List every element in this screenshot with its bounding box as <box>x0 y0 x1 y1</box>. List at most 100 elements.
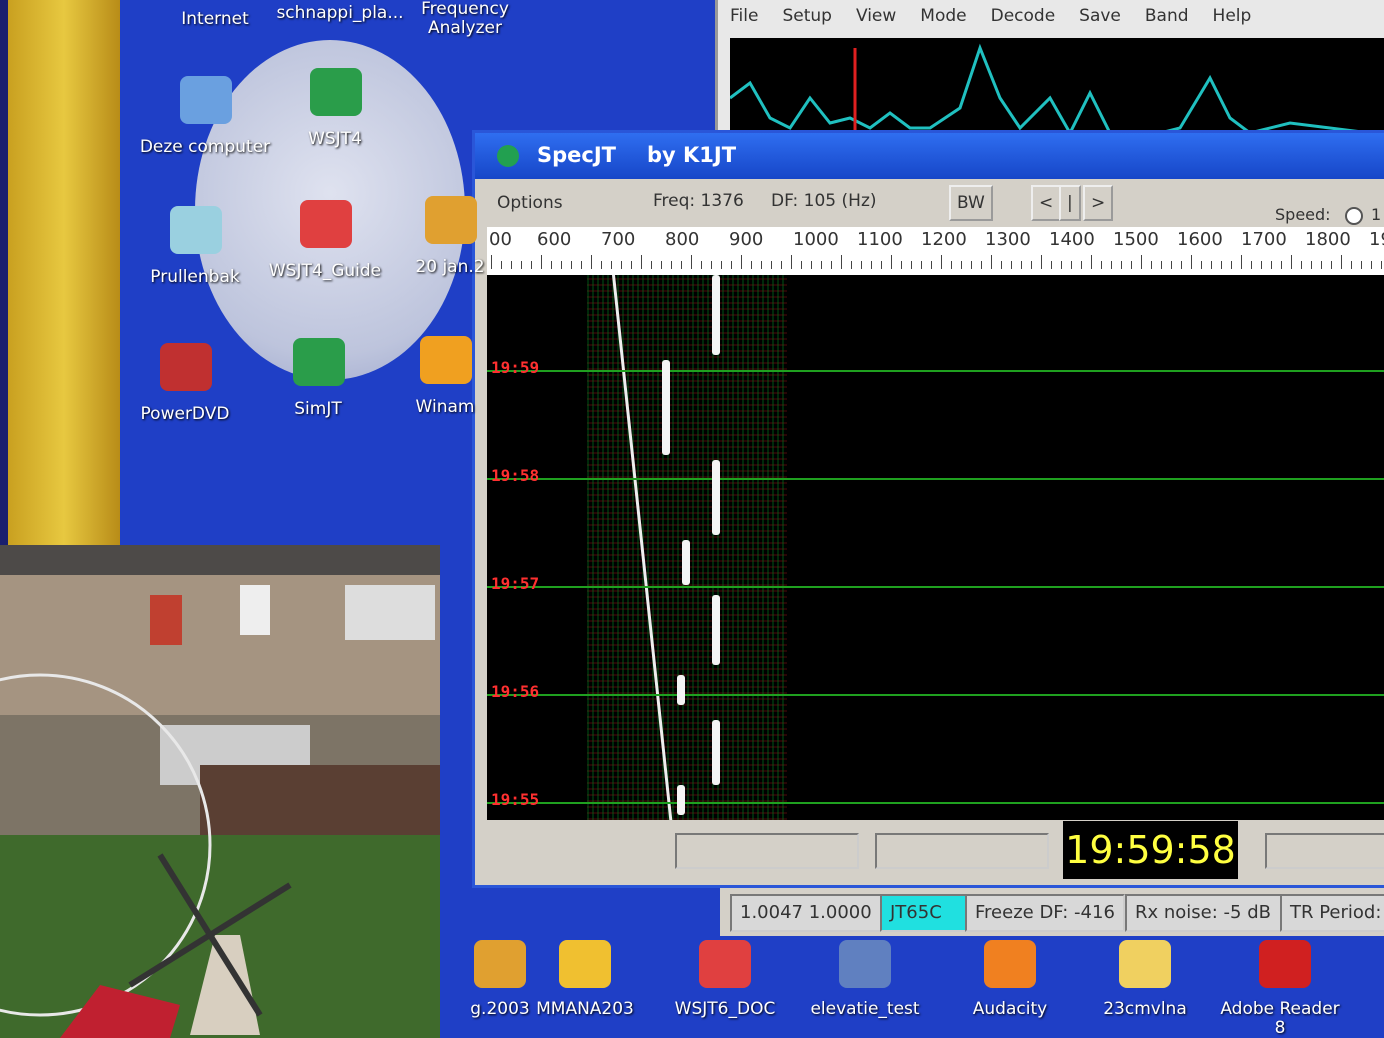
right-button[interactable]: > <box>1083 185 1114 221</box>
scale-tick <box>1091 255 1092 269</box>
desktop-icon-label[interactable]: Winam <box>415 397 475 417</box>
desktop-icon-label[interactable]: Internet <box>181 9 249 29</box>
scale-tick <box>701 261 702 269</box>
speed-label: Speed: <box>1275 205 1331 224</box>
scale-tick <box>941 255 942 269</box>
bw-button[interactable]: BW <box>949 185 993 221</box>
scale-tick <box>871 261 872 269</box>
signal-trace <box>712 595 720 665</box>
freq-label: 1800 <box>1305 229 1351 250</box>
desktop-icon-label[interactable]: WSJT4 <box>308 129 362 149</box>
scale-tick <box>921 261 922 269</box>
time-label: 19:56 <box>491 682 540 701</box>
clock: 19:59:58 <box>1063 821 1238 879</box>
scale-tick <box>601 261 602 269</box>
taskbar-icon-label[interactable]: Audacity <box>972 999 1048 1019</box>
red-roof <box>60 985 180 1038</box>
icon-image <box>1259 940 1311 988</box>
scale-tick <box>1181 261 1182 269</box>
scale-tick <box>1221 261 1222 269</box>
time-line <box>487 370 1384 372</box>
center-button[interactable]: | <box>1059 185 1081 221</box>
scale-tick <box>511 261 512 269</box>
desktop-icon-label[interactable]: WSJT4_Guide <box>268 261 382 281</box>
slider[interactable] <box>675 833 859 869</box>
time-line <box>487 586 1384 588</box>
speed-radio[interactable] <box>1345 207 1363 225</box>
taskbar-icon-label[interactable]: MMANA203 <box>536 999 634 1019</box>
desktop-icon-label[interactable]: Deze computer <box>139 137 271 157</box>
icon-image <box>1119 940 1171 988</box>
icon-image <box>180 76 232 124</box>
icon-image <box>474 940 526 988</box>
scale-tick <box>581 261 582 269</box>
wsjt-window: File Setup View Mode Decode Save Band Help <box>715 0 1384 140</box>
taskbar-icon-label[interactable]: g.2003 <box>470 999 530 1019</box>
status-cell: JT65C <box>880 894 970 932</box>
monitor-bezel <box>8 0 120 545</box>
icon-image <box>699 940 751 988</box>
desktop-icon-label[interactable]: Prullenbak <box>150 267 240 287</box>
desktop-icon-label[interactable]: 20 jan.2 <box>415 257 485 277</box>
freq-label: 1100 <box>857 229 903 250</box>
menu-item[interactable]: Save <box>1079 6 1121 26</box>
waterfall: 19:59 19:58 19:57 19:56 19:55 <box>487 275 1384 820</box>
toolbar: Options Freq: 1376 DF: 105 (Hz) BW < | >… <box>475 179 1384 227</box>
menu-item[interactable]: Decode <box>990 6 1056 26</box>
icon-image <box>425 196 477 244</box>
freq-label: 800 <box>665 229 700 250</box>
dish-antenna <box>0 673 212 1017</box>
windmill <box>190 935 260 1035</box>
menu-item[interactable]: Setup <box>782 6 832 26</box>
menu-item[interactable]: View <box>855 6 897 26</box>
freq-label: 600 <box>537 229 572 250</box>
icon-image <box>310 68 362 116</box>
scale-tick <box>1031 261 1032 269</box>
icon-image <box>300 200 352 248</box>
scale-tick <box>521 261 522 269</box>
taskbar-icon-label[interactable]: elevatie_test <box>810 999 920 1019</box>
freq-label: 1000 <box>793 229 839 250</box>
options-menu[interactable]: Options <box>497 193 563 213</box>
scale-tick <box>811 261 812 269</box>
window <box>345 585 435 640</box>
freq-readout: Freq: 1376 <box>653 191 744 211</box>
scale-tick <box>1151 261 1152 269</box>
scale-tick <box>1321 261 1322 269</box>
taskbar-icon-label[interactable]: WSJT6_DOC <box>674 999 776 1019</box>
roof <box>0 545 440 575</box>
scale-tick <box>1251 261 1252 269</box>
menu-item[interactable]: Mode <box>920 6 967 26</box>
scale-tick <box>1301 261 1302 269</box>
scale-tick <box>711 261 712 269</box>
slider[interactable] <box>1265 833 1384 869</box>
slider[interactable] <box>875 833 1049 869</box>
menu-item[interactable]: Help <box>1212 6 1252 26</box>
freq-label: 700 <box>601 229 636 250</box>
icon-image <box>170 206 222 254</box>
scale-tick <box>1081 261 1082 269</box>
taskbar-icon-label[interactable]: 23cmvlna <box>1103 999 1187 1019</box>
time-label: 19:59 <box>491 358 540 377</box>
left-button[interactable]: < <box>1031 185 1062 221</box>
scale-tick <box>901 261 902 269</box>
desktop-icon-label[interactable]: SimJT <box>294 399 342 419</box>
taskbar-icon-label[interactable]: Adobe Reader 8 <box>1220 999 1340 1038</box>
desktop-icon-label[interactable]: schnappi_pla... <box>276 3 404 23</box>
freq-label: 1900 <box>1369 229 1384 250</box>
scale-tick <box>531 261 532 269</box>
scale-tick <box>751 261 752 269</box>
spectrum-line <box>730 43 1384 138</box>
scale-tick <box>571 261 572 269</box>
scale-tick <box>961 261 962 269</box>
scale-tick <box>1111 261 1112 269</box>
app-icon <box>497 145 519 167</box>
scale-tick <box>671 261 672 269</box>
freq-label: 1700 <box>1241 229 1287 250</box>
scale-tick <box>1271 261 1272 269</box>
scale-tick <box>791 255 792 269</box>
menu-item[interactable]: File <box>730 6 759 26</box>
desktop-icon-label[interactable]: PowerDVD <box>140 404 230 424</box>
desktop-icon-label[interactable]: Frequency Analyzer <box>421 0 509 38</box>
menu-item[interactable]: Band <box>1144 6 1189 26</box>
